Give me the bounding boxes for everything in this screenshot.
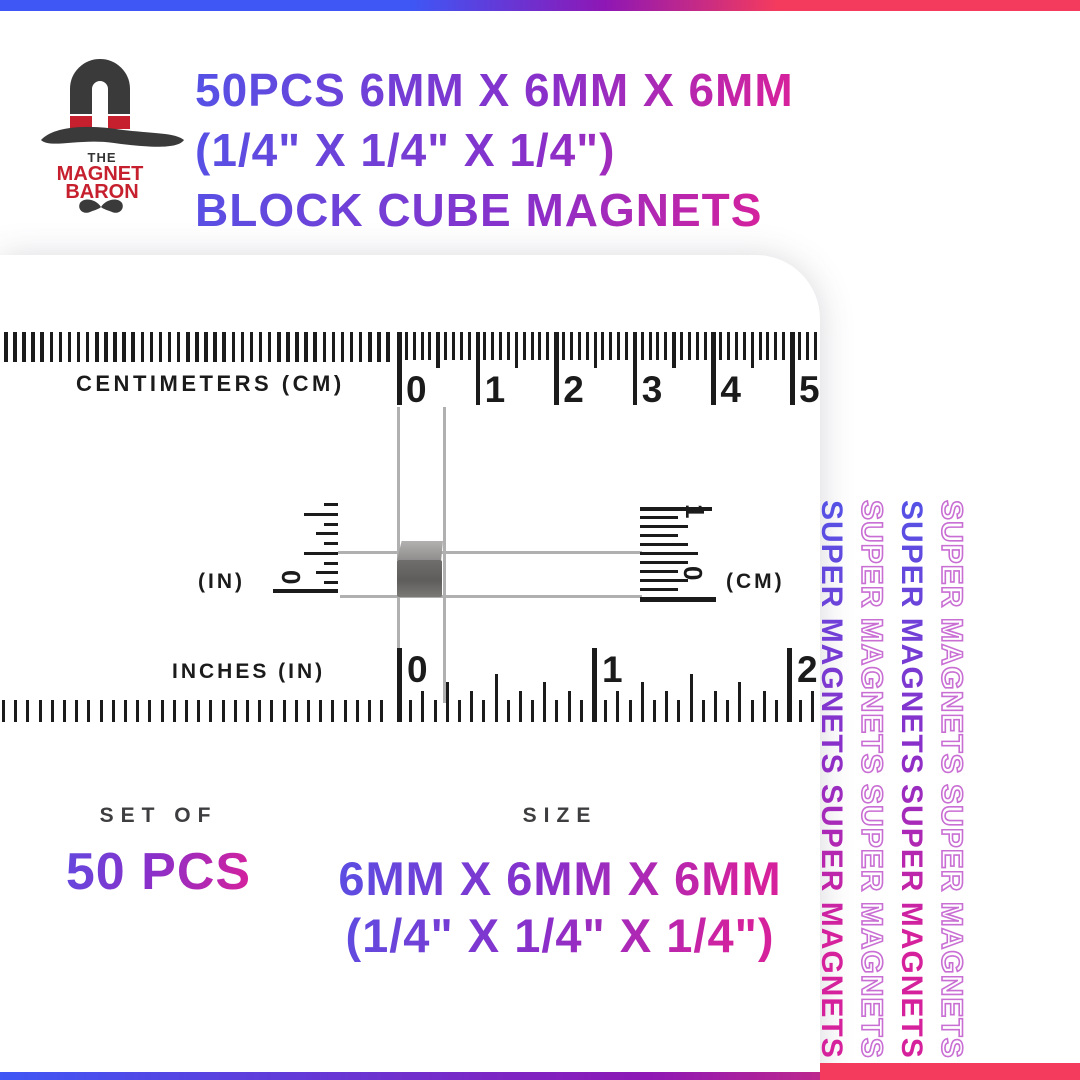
size-value: 6MM X 6MM X 6MM (1/4" X 1/4" X 1/4") xyxy=(300,850,820,964)
size-value-line2: (1/4" X 1/4" X 1/4") xyxy=(345,909,775,962)
bottom-gradient-bar xyxy=(0,1072,1080,1080)
guide-line-vertical-right xyxy=(443,407,446,703)
brand-magnet: MAGNET xyxy=(57,163,144,185)
in-ruler-label: INCHES (IN) xyxy=(172,660,326,683)
side-cm-one: 1 xyxy=(680,504,710,519)
watermark-text-column: SUPER MAGNETS SUPER MAGNETS xyxy=(895,500,928,1059)
watermark-text-column: SUPER MAGNETS SUPER MAGNETS xyxy=(854,499,889,1059)
guide-line-horizontal-top xyxy=(338,551,642,554)
brand-the: THE xyxy=(88,150,117,165)
side-in-label: (IN) xyxy=(198,570,245,593)
set-of-value: 50 PCS xyxy=(26,846,291,898)
cm-ruler-label: CENTIMETERS (CM) xyxy=(76,371,345,396)
hat-brim-icon xyxy=(41,126,184,147)
magnet-tip-left xyxy=(70,116,92,129)
set-of-label: SET OF xyxy=(99,804,218,827)
side-cm-zero: 0 xyxy=(678,566,708,581)
magnet-tip-right xyxy=(108,116,130,129)
guide-line-vertical-left xyxy=(397,407,400,648)
top-gradient-bar xyxy=(0,0,1080,11)
product-title-line3: BLOCK CUBE MAGNETS xyxy=(195,184,763,236)
ruler-card xyxy=(0,255,820,1080)
product-title-line1: 50PCS 6MM X 6MM X 6MM xyxy=(195,64,794,116)
side-cm-label: (CM) xyxy=(726,570,785,593)
footer-red-block xyxy=(820,1063,1080,1080)
product-title: 50PCS 6MM X 6MM X 6MM (1/4" X 1/4" X 1/4… xyxy=(195,60,895,240)
watermark-columns: SUPER MAGNETS SUPER MAGNETS SUPER MAGNET… xyxy=(800,498,990,1063)
mustache-icon xyxy=(79,199,101,213)
size-label: SIZE xyxy=(522,804,598,827)
product-title-line2: (1/4" X 1/4" X 1/4") xyxy=(195,124,616,176)
watermark-text-column: SUPER MAGNETS SUPER MAGNETS xyxy=(815,500,848,1059)
magnet-cube-front-face xyxy=(397,560,442,597)
side-in-zero: 0 xyxy=(276,570,306,585)
brand-baron: BARON xyxy=(65,181,138,203)
watermark-text-column: SUPER MAGNETS SUPER MAGNETS xyxy=(934,499,969,1059)
guide-line-horizontal-bottom xyxy=(340,595,642,598)
size-value-line1: 6MM X 6MM X 6MM xyxy=(338,852,782,905)
brand-logo: THE MAGNET BARON xyxy=(41,59,184,213)
mustache-icon xyxy=(101,199,123,213)
magnet-icon xyxy=(70,59,130,114)
magnet-cube-top-face xyxy=(397,541,443,560)
